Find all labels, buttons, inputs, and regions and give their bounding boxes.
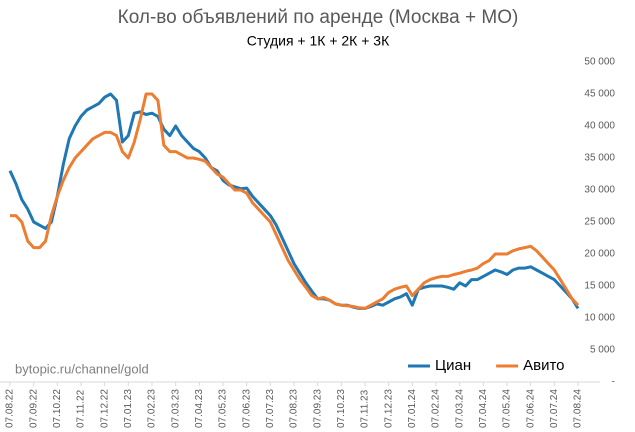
- x-tick-label: 07.04.23: [194, 389, 205, 428]
- y-tick-label: 30 000: [584, 185, 615, 196]
- x-tick-label: 07.06.24: [525, 389, 536, 428]
- y-tick-label: -: [612, 377, 615, 388]
- legend-label: Циан: [435, 357, 471, 374]
- x-tick-label: 07.11.23: [360, 389, 371, 428]
- x-tick-label: 07.08.23: [289, 389, 300, 428]
- x-tick-label: 07.02.23: [147, 389, 158, 428]
- chart-title: Кол-во объявлений по аренде (Москва + МО…: [118, 7, 519, 28]
- x-tick-label: 07.04.24: [478, 389, 489, 428]
- x-tick-label: 07.12.22: [99, 389, 110, 428]
- x-tick-label: 07.03.23: [170, 389, 181, 428]
- x-tick-label: 07.11.22: [76, 389, 87, 428]
- series-line: [10, 92, 580, 310]
- y-tick-label: 25 000: [584, 217, 615, 228]
- x-tick-label: 07.01.24: [407, 389, 418, 428]
- legend-label: Авито: [523, 357, 564, 374]
- x-tick-label: 07.09.23: [312, 389, 323, 428]
- series-line: [8, 92, 580, 310]
- y-tick-label: 35 000: [584, 153, 615, 164]
- x-tick-label: 07.03.24: [454, 389, 465, 428]
- x-tick-label: 07.07.23: [265, 389, 276, 428]
- x-tick-label: 07.08.22: [5, 389, 16, 428]
- x-tick-label: 07.02.24: [431, 389, 442, 428]
- x-tick-label: 07.01.23: [123, 389, 134, 428]
- x-tick-label: 07.08.24: [573, 389, 584, 428]
- y-tick-label: 10 000: [584, 313, 615, 324]
- x-tick-label: 07.05.24: [502, 389, 513, 428]
- x-tick-label: 07.09.22: [28, 389, 39, 428]
- y-tick-label: 40 000: [584, 121, 615, 132]
- x-tick-label: 07.05.23: [218, 389, 229, 428]
- y-tick-label: 50 000: [584, 57, 615, 68]
- watermark: bytopic.ru/channel/gold: [15, 361, 149, 376]
- y-tick-label: 45 000: [584, 89, 615, 100]
- x-tick-label: 07.06.23: [241, 389, 252, 428]
- y-tick-label: 20 000: [584, 249, 615, 260]
- chart-subtitle: Студия + 1К + 2К + 3К: [247, 33, 390, 49]
- x-tick-label: 07.10.23: [336, 389, 347, 428]
- y-tick-label: 5 000: [590, 345, 615, 356]
- x-tick-label: 07.10.22: [52, 389, 63, 428]
- x-tick-label: 07.07.24: [549, 389, 560, 428]
- x-tick-label: 07.12.23: [383, 389, 394, 428]
- y-tick-label: 15 000: [584, 281, 615, 292]
